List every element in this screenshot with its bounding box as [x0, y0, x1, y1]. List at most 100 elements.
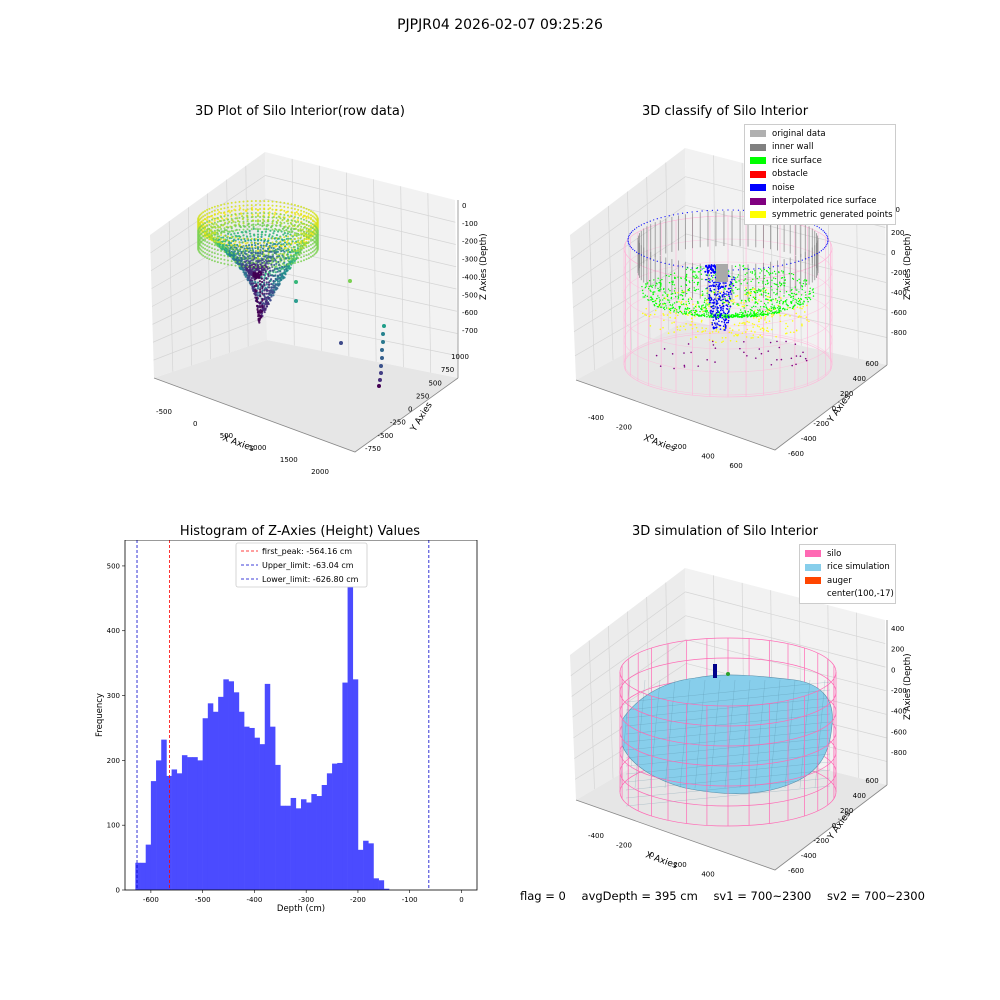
raw-point: [237, 223, 241, 226]
raw-point: [297, 232, 300, 235]
raw-point: [251, 213, 254, 216]
raw-point: [290, 223, 293, 226]
raw-point: [235, 246, 238, 249]
rice-surface-point: [780, 283, 783, 285]
raw-point: [293, 228, 296, 231]
rice-surface-point: [776, 310, 778, 312]
rice-surface-point: [694, 290, 697, 292]
raw-point: [272, 282, 275, 285]
raw-point: [275, 288, 278, 291]
symmetric-point: [743, 302, 745, 304]
raw-point: [200, 216, 203, 219]
raw-point: [290, 248, 294, 252]
raw-point: [293, 233, 296, 236]
raw-point: [259, 309, 262, 312]
raw-point: [269, 274, 272, 277]
rice-surface-point: [733, 314, 735, 316]
rice-surface-point: [782, 272, 784, 274]
raw-point: [238, 253, 241, 256]
raw-point: [208, 231, 211, 234]
rice-surface-point: [774, 277, 777, 280]
raw-point: [246, 249, 249, 252]
raw-point: [316, 225, 319, 228]
raw-point: [261, 292, 264, 295]
rice-surface-point: [765, 292, 767, 294]
histogram-bar: [218, 696, 224, 890]
symmetric-point: [705, 327, 707, 330]
raw-point: [222, 236, 225, 239]
symmetric-point: [680, 300, 683, 303]
noise-point: [718, 324, 721, 327]
rice-surface-point: [779, 306, 781, 308]
raw-point: [232, 239, 235, 243]
raw-point: [268, 286, 271, 289]
raw-point: [281, 227, 285, 230]
raw-point: [261, 298, 264, 301]
rice-surface-point: [697, 283, 699, 285]
raw-point: [270, 282, 273, 286]
interpolated-point: [683, 364, 686, 367]
symmetric-point: [801, 323, 803, 326]
sim-y-tick-label: -200: [813, 837, 829, 845]
noise-point: [725, 325, 727, 327]
rice-surface-point: [684, 278, 686, 280]
raw-point: [256, 247, 260, 250]
cls-y-tick-label: -400: [801, 435, 817, 443]
raw-point: [277, 215, 280, 218]
noise-point: [713, 301, 716, 304]
raw-point: [259, 244, 263, 247]
legend-label: noise: [772, 182, 795, 193]
raw-point: [305, 254, 308, 257]
symmetric-point: [715, 341, 717, 344]
raw-point: [271, 222, 274, 225]
rice-surface-point: [749, 313, 752, 315]
raw-point: [287, 259, 289, 262]
rice-surface-point: [812, 295, 815, 297]
raw-point: [287, 247, 289, 250]
noise-point: [630, 247, 633, 249]
noise-point: [726, 312, 729, 315]
rice-surface-point: [780, 310, 782, 312]
raw-point: [206, 236, 209, 239]
raw-point: [259, 220, 262, 223]
raw-point: [309, 227, 312, 230]
raw-point: [200, 220, 203, 223]
symmetric-point: [770, 313, 773, 316]
noise-point: [710, 265, 713, 268]
symmetric-point: [744, 323, 746, 326]
noise-point: [711, 310, 713, 313]
raw-point: [259, 212, 262, 215]
noise-point: [705, 278, 707, 281]
rice-surface-point: [714, 269, 717, 271]
raw-point: [283, 225, 286, 228]
raw-point: [223, 207, 226, 210]
raw-point: [234, 225, 237, 228]
rice-surface-point: [673, 309, 675, 312]
raw-point: [264, 259, 267, 262]
rice-surface-point: [673, 272, 676, 274]
rice-surface-point: [668, 301, 671, 304]
raw-point: [254, 257, 257, 260]
raw-point: [230, 221, 233, 224]
raw-point: [275, 250, 278, 253]
rice-surface-point: [732, 316, 734, 318]
noise-point: [763, 267, 765, 269]
symmetric-point: [654, 309, 657, 312]
rice-surface-point: [766, 280, 769, 282]
rice-surface-point: [778, 307, 780, 309]
noise-point: [728, 316, 730, 319]
rice-surface-point: [743, 315, 745, 318]
symmetric-point: [806, 319, 808, 321]
rice-surface-point: [738, 315, 741, 318]
raw-point: [242, 222, 245, 225]
raw-point: [307, 208, 310, 211]
x-tick-label: -400: [246, 896, 262, 904]
rice-surface-point: [752, 278, 754, 281]
noise-point: [712, 264, 715, 267]
noise-point: [722, 209, 724, 211]
histogram-bar: [213, 711, 219, 890]
rice-surface-point: [752, 296, 755, 298]
raw-point: [261, 224, 264, 228]
raw-point: [250, 279, 254, 282]
raw-point: [272, 280, 275, 283]
